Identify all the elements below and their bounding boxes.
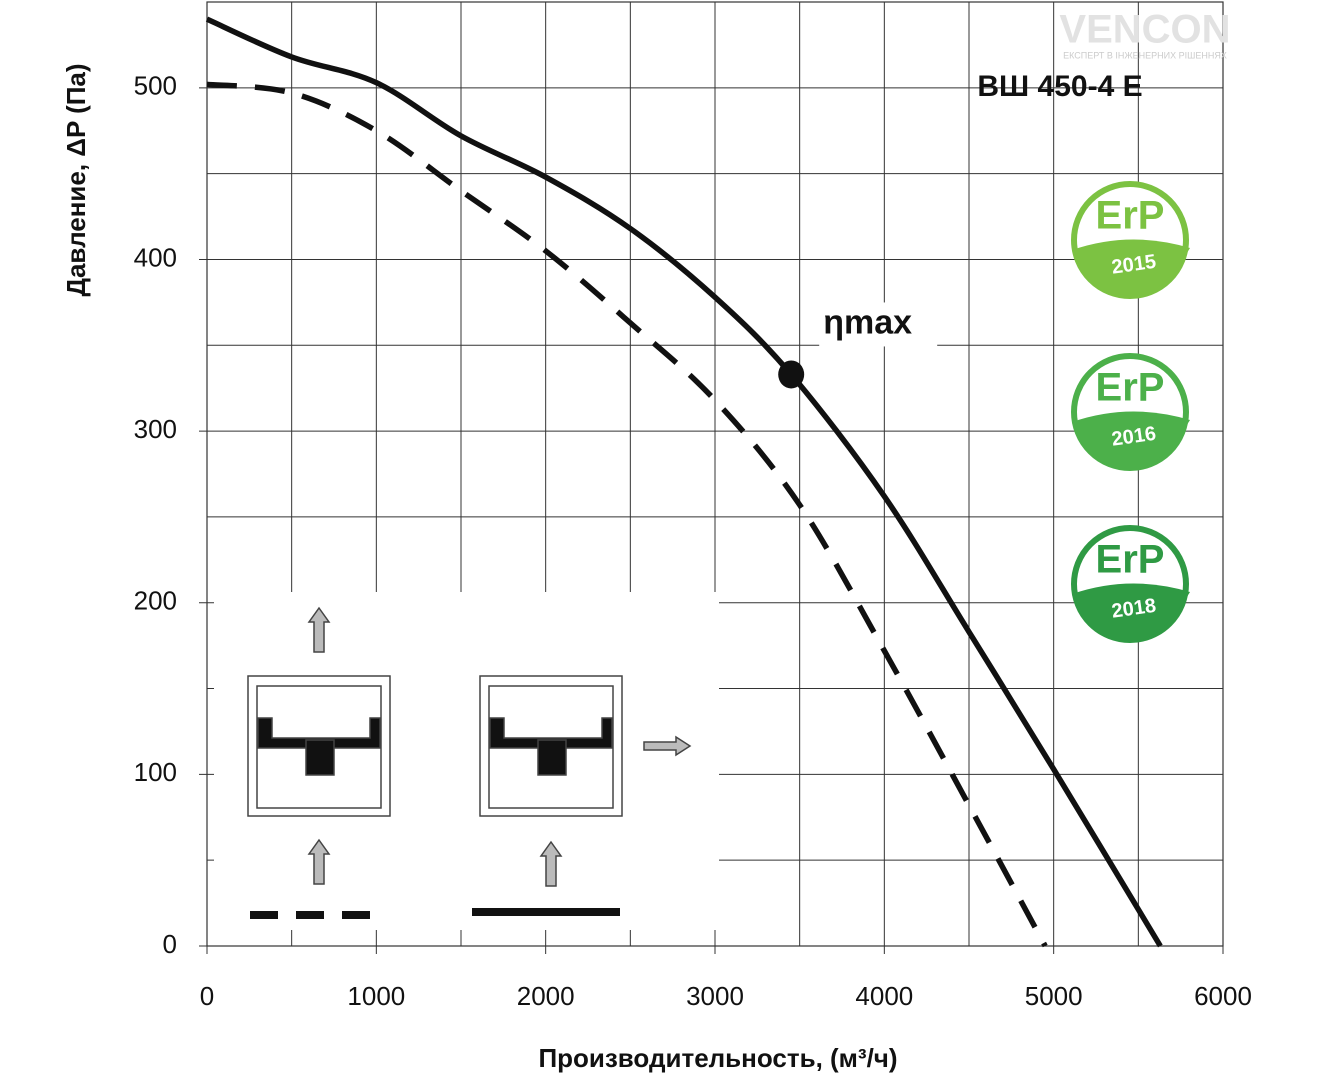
y-tick-label: 400 bbox=[134, 242, 177, 272]
annotation-bg bbox=[819, 302, 938, 347]
series-line bbox=[206, 81, 1048, 948]
badge-label: ErP bbox=[1096, 538, 1165, 582]
badge bbox=[1072, 411, 1190, 470]
x-tick-label: 1000 bbox=[347, 981, 405, 1011]
badge bbox=[1072, 239, 1190, 298]
x-tick-label: 5000 bbox=[1025, 981, 1083, 1011]
inset-background bbox=[214, 592, 719, 930]
arrow bbox=[307, 838, 331, 885]
fan-icon bbox=[305, 739, 335, 776]
y-tick-label: 0 bbox=[163, 929, 177, 959]
badge-label: ErP bbox=[1096, 194, 1165, 238]
y-tick-label: 200 bbox=[134, 586, 177, 616]
x-tick-label: 3000 bbox=[686, 981, 744, 1011]
fan-icon bbox=[537, 739, 567, 776]
x-tick-label: 0 bbox=[200, 981, 214, 1011]
plot: ηmax bbox=[205, 16, 1163, 948]
arrow bbox=[539, 840, 563, 887]
series-line bbox=[205, 16, 1163, 948]
y-axis-label: Давление, ΔP (Па) bbox=[61, 63, 91, 296]
legend-inset bbox=[247, 606, 692, 919]
annotation-label: ηmax bbox=[823, 303, 912, 341]
logo-tagline: ЕКСПЕРТ В ІНЖЕНЕРНИХ РІШЕННЯХ bbox=[1063, 50, 1227, 60]
y-tick-label: 500 bbox=[134, 71, 177, 101]
fan-icon bbox=[479, 675, 623, 817]
arrow bbox=[307, 606, 331, 653]
x-axis-label: Производительность, (м³/ч) bbox=[538, 1043, 897, 1073]
fan-icon bbox=[488, 685, 614, 809]
fan-icon bbox=[256, 685, 382, 809]
x-tick-label: 4000 bbox=[855, 981, 913, 1011]
annotation-point bbox=[778, 360, 805, 389]
fan-icon bbox=[247, 675, 391, 817]
fan-icon bbox=[257, 717, 381, 749]
y-tick-label: 300 bbox=[134, 414, 177, 444]
fan-icon bbox=[489, 717, 613, 749]
arrow bbox=[643, 735, 692, 757]
x-tick-label: 6000 bbox=[1194, 981, 1252, 1011]
badge bbox=[1072, 583, 1190, 642]
y-tick-label: 100 bbox=[134, 757, 177, 787]
chart-title: ВШ 450-4 E bbox=[977, 70, 1142, 103]
x-tick-label: 2000 bbox=[517, 981, 575, 1011]
logo: VENCON bbox=[1059, 8, 1230, 52]
badge-label: ErP bbox=[1096, 366, 1165, 410]
